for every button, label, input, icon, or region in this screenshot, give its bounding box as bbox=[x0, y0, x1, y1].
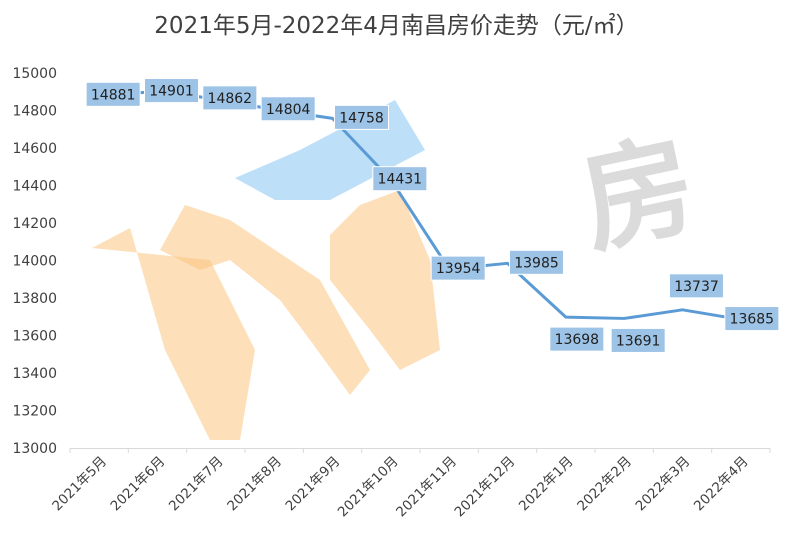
y-axis: 13000 13200 13400 13600 13800 14000 14200 14400… bbox=[12, 66, 57, 457]
data-label-value: 13954 bbox=[436, 261, 481, 277]
x-tick-label: 2022年3月 bbox=[633, 454, 694, 515]
y-tick-label: 14600 bbox=[12, 141, 57, 157]
x-axis: 2021年5月2021年6月2021年7月2021年8月2021年9月2021年… bbox=[49, 448, 771, 521]
y-tick-label: 13600 bbox=[12, 329, 57, 345]
data-label: 14862 bbox=[202, 85, 258, 111]
y-tick-label: 15000 bbox=[12, 66, 57, 82]
data-label-value: 14862 bbox=[208, 91, 253, 107]
y-tick-label: 13000 bbox=[12, 441, 57, 457]
data-label: 14901 bbox=[144, 78, 199, 104]
watermark-logo: 房 bbox=[92, 100, 707, 440]
x-tick-label: 2022年4月 bbox=[691, 454, 752, 515]
y-tick-label: 14400 bbox=[12, 179, 57, 195]
x-tick-label: 2021年10月 bbox=[335, 454, 402, 521]
data-label-value: 13691 bbox=[616, 333, 661, 349]
data-label-box bbox=[610, 327, 666, 353]
data-label-box bbox=[372, 166, 428, 192]
data-label-box bbox=[724, 306, 780, 332]
x-tick-label: 2021年12月 bbox=[451, 454, 518, 521]
data-label: 13691 bbox=[610, 327, 666, 353]
data-label-box bbox=[669, 273, 724, 299]
data-label-box bbox=[202, 85, 258, 111]
data-label-value: 13685 bbox=[730, 312, 775, 328]
y-tick-label: 13200 bbox=[12, 404, 57, 420]
data-label-value: 14881 bbox=[91, 87, 136, 103]
data-label: 14431 bbox=[372, 166, 428, 192]
data-label-box bbox=[334, 104, 389, 130]
data-label-box bbox=[430, 255, 486, 281]
x-tick-label: 2021年11月 bbox=[393, 454, 460, 521]
data-label: 13985 bbox=[509, 249, 564, 275]
data-label-value: 13698 bbox=[555, 332, 600, 348]
data-label-box bbox=[509, 249, 564, 275]
chart-title: 2021年5月-2022年4月南昌房价走势（元/㎡） bbox=[154, 13, 639, 39]
y-tick-label: 13800 bbox=[12, 291, 57, 307]
data-label: 13954 bbox=[430, 255, 486, 281]
data-label-value: 14758 bbox=[339, 110, 384, 126]
data-label-value: 14804 bbox=[266, 102, 311, 118]
x-tick-label: 2021年8月 bbox=[224, 454, 285, 515]
data-label: 14881 bbox=[85, 81, 141, 107]
data-labels: 14881 14901 14862 14804 14758 14431 13954 13985… bbox=[85, 78, 780, 353]
data-label-box bbox=[260, 96, 316, 122]
y-tick-label: 13400 bbox=[12, 366, 57, 382]
x-tick-label: 2021年9月 bbox=[283, 454, 344, 515]
y-tick-label: 14800 bbox=[12, 104, 57, 120]
data-label-box bbox=[85, 81, 141, 107]
x-tick-label: 2022年1月 bbox=[516, 454, 577, 515]
data-label: 13685 bbox=[724, 306, 780, 332]
x-tick-label: 2021年5月 bbox=[49, 454, 110, 515]
data-label-box bbox=[144, 78, 199, 104]
data-label-value: 13985 bbox=[514, 255, 559, 271]
data-label-value: 14901 bbox=[149, 84, 194, 100]
x-tick-label: 2021年6月 bbox=[108, 454, 169, 515]
data-label-value: 14431 bbox=[378, 172, 423, 188]
x-tick-label: 2022年2月 bbox=[574, 454, 635, 515]
watermark-text: 房 bbox=[570, 120, 707, 270]
data-label: 14804 bbox=[260, 96, 316, 122]
data-label: 13737 bbox=[669, 273, 724, 299]
data-label: 13698 bbox=[549, 326, 605, 352]
y-tick-label: 14000 bbox=[12, 254, 57, 270]
data-label-box bbox=[549, 326, 605, 352]
data-label-value: 13737 bbox=[674, 279, 719, 295]
y-tick-label: 14200 bbox=[12, 216, 57, 232]
data-label: 14758 bbox=[334, 104, 389, 130]
x-tick-label: 2021年7月 bbox=[166, 454, 227, 515]
